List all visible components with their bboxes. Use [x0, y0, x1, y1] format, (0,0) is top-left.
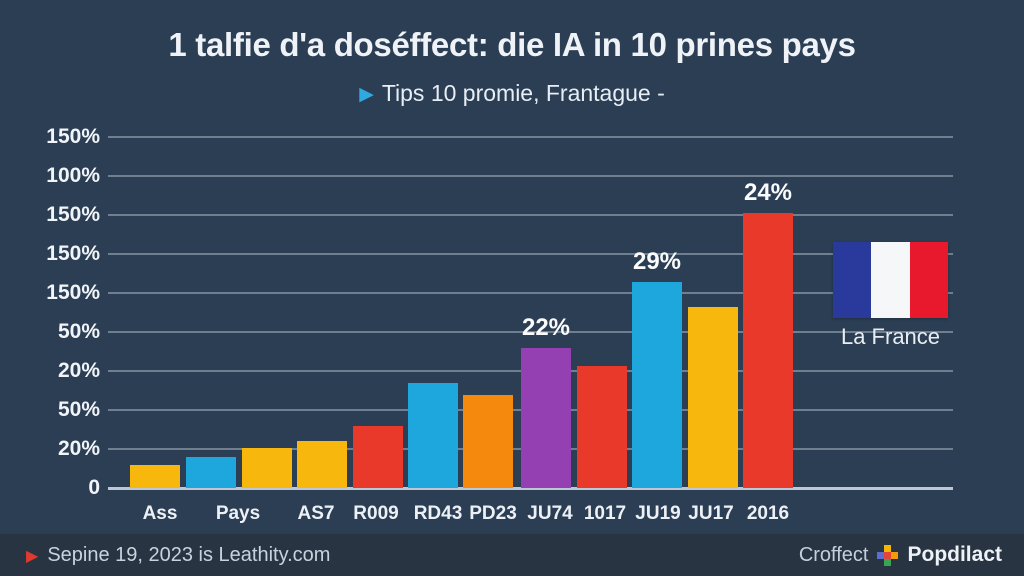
- bar-yellow: [297, 441, 347, 488]
- gridline: [108, 253, 953, 255]
- bar-cyan: [632, 282, 682, 488]
- bar-yellow: [688, 307, 738, 488]
- y-axis-tick-label: 50%: [57, 320, 100, 343]
- y-axis-tick-label: 20%: [57, 437, 100, 460]
- gridline: [108, 214, 953, 216]
- bar-value-label: 22%: [521, 314, 571, 341]
- y-axis-tick-label: 150%: [46, 203, 100, 226]
- bar-red: [743, 213, 793, 488]
- bar-red: [353, 426, 403, 488]
- france-flag: [833, 242, 948, 318]
- bar-purple: [521, 348, 571, 488]
- y-axis-tick-label: 50%: [57, 398, 100, 421]
- y-axis-tick-label: 150%: [46, 281, 100, 304]
- gridline: [108, 175, 953, 177]
- x-axis-line: [108, 487, 953, 490]
- x-axis-tick-label: RD43: [413, 503, 463, 524]
- y-axis-tick-label: 0: [88, 476, 100, 499]
- x-axis-tick-label: R009: [353, 503, 399, 524]
- x-axis-tick-label: AS7: [297, 503, 335, 524]
- y-axis-tick-label: 150%: [46, 242, 100, 265]
- bar-red: [577, 366, 627, 488]
- y-axis-tick-label: 20%: [57, 359, 100, 382]
- gridline: [108, 331, 953, 333]
- flag-blue-stripe: [833, 242, 872, 318]
- bar-cyan: [408, 383, 458, 488]
- x-axis-tick-label: Ass: [142, 503, 178, 524]
- y-axis-tick-label: 100%: [46, 164, 100, 187]
- x-axis-tick-label: JU17: [688, 503, 734, 524]
- triangle-bullet-icon: ▶: [26, 548, 39, 565]
- x-axis-tick-label: Pays: [215, 503, 261, 524]
- gridline: [108, 292, 953, 294]
- brand-name-left: Croffect: [798, 543, 869, 566]
- bar-yellow: [242, 448, 292, 488]
- bar-orange: [463, 395, 513, 488]
- chart-subtitle: ▶ Tips 10 promie, Frantague -: [0, 80, 1024, 107]
- bar-value-label: 29%: [632, 248, 682, 275]
- plus-logo-icon: [877, 544, 899, 566]
- bar-yellow: [130, 465, 180, 488]
- x-axis-tick-label: JU74: [527, 503, 573, 524]
- flag-caption: La France: [840, 324, 941, 349]
- x-axis-tick-label: PD23: [469, 503, 517, 524]
- footer-source-text: Sepine 19, 2023 is Leathity.com: [47, 544, 331, 566]
- footer-source: ▶ Sepine 19, 2023 is Leathity.com: [26, 541, 330, 569]
- chart-subtitle-text: Tips 10 promie, Frantague -: [381, 80, 665, 106]
- bar-value-label: 24%: [743, 179, 793, 206]
- chart-title: 1 talfie d'a doséffect: die IA in 10 pri…: [168, 26, 856, 63]
- y-axis-tick-label: 150%: [46, 125, 100, 148]
- triangle-bullet-icon: ▶: [359, 84, 374, 105]
- x-axis-tick-label: JU19: [635, 503, 681, 524]
- bar-cyan: [186, 457, 236, 488]
- footer-bar: ▶ Sepine 19, 2023 is Leathity.com Croffec…: [0, 534, 1024, 576]
- brand-name-right: Popdilact: [907, 543, 1002, 566]
- x-axis-tick-label: 1017: [583, 503, 627, 524]
- gridline: [108, 136, 953, 138]
- footer-brand: Croffect Popdilact: [799, 539, 1002, 571]
- x-axis-tick-label: 2016: [746, 503, 790, 524]
- flag-white-stripe: [871, 242, 910, 318]
- flag-red-stripe: [909, 242, 948, 318]
